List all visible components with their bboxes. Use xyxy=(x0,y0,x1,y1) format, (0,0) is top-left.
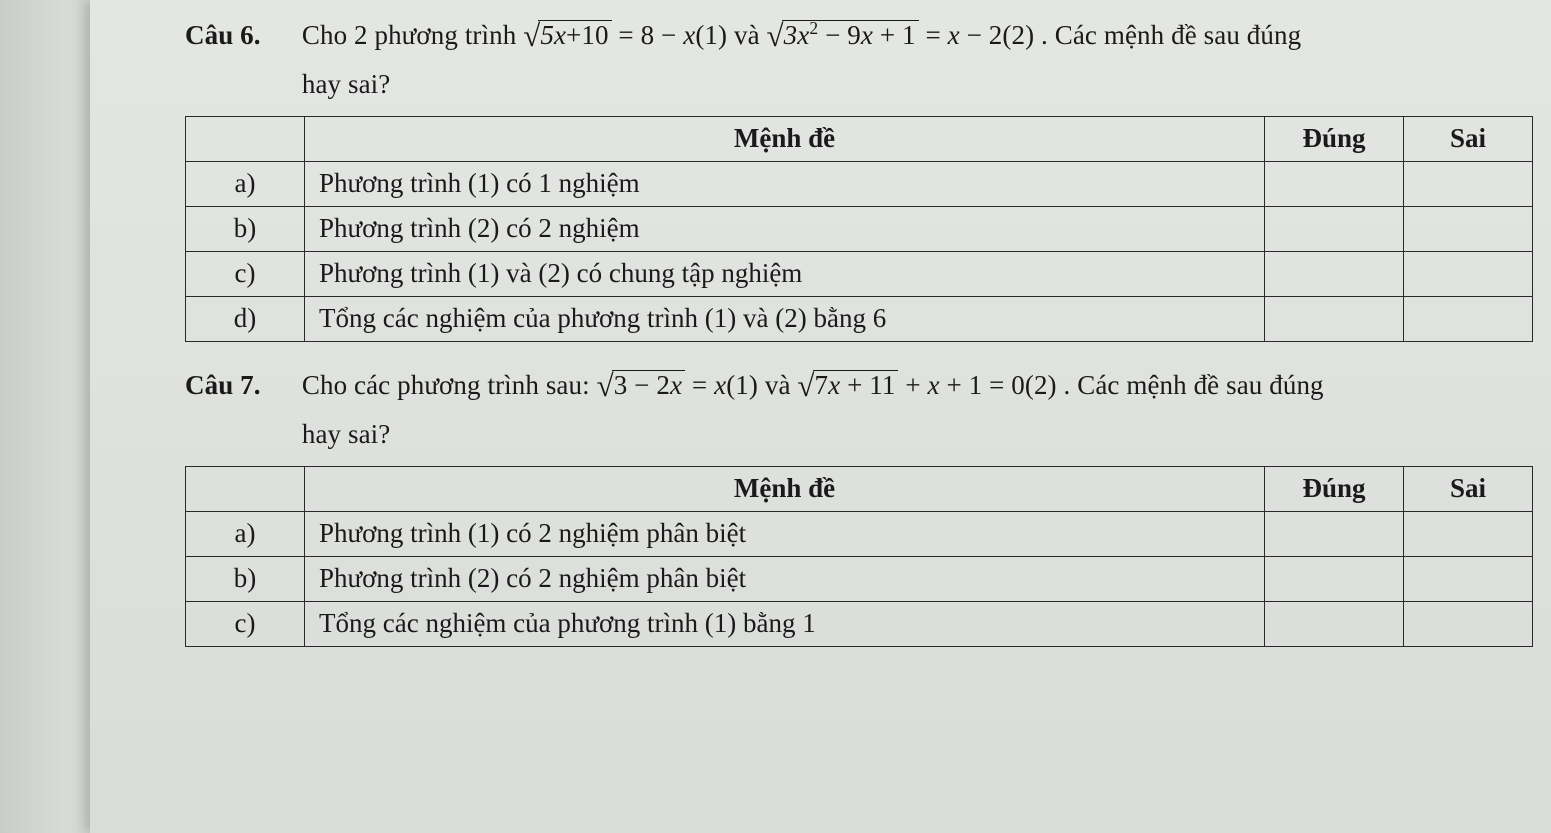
row-text: Tổng các nghiệm của phương trình (1) và … xyxy=(305,296,1265,341)
col-header-sai: Sai xyxy=(1404,466,1533,511)
row-text: Phương trình (1) và (2) có chung tập ngh… xyxy=(305,251,1265,296)
cell-sai[interactable] xyxy=(1404,161,1533,206)
row-text: Tổng các nghiệm của phương trình (1) bằn… xyxy=(305,601,1265,646)
table-header-row: Mệnh đề Đúng Sai xyxy=(186,466,1533,511)
table-row: a) Phương trình (1) có 2 nghiệm phân biệ… xyxy=(186,511,1533,556)
cell-sai[interactable] xyxy=(1404,251,1533,296)
cell-dung[interactable] xyxy=(1265,296,1404,341)
q6-lead: Cho 2 phương trình xyxy=(302,20,523,50)
q7-prompt-line2: hay sai? xyxy=(185,414,1521,456)
col-header-blank xyxy=(186,116,305,161)
q6-table: Mệnh đề Đúng Sai a) Phương trình (1) có … xyxy=(185,116,1533,342)
q6-prompt-line1: Câu 6. Cho 2 phương trình √5x+10 = 8 − x… xyxy=(185,10,1521,58)
row-label: a) xyxy=(186,161,305,206)
cell-dung[interactable] xyxy=(1265,511,1404,556)
row-label: a) xyxy=(186,511,305,556)
q6-mid: và xyxy=(734,20,767,50)
col-header-sai: Sai xyxy=(1404,116,1533,161)
row-label: d) xyxy=(186,296,305,341)
row-text: Phương trình (2) có 2 nghiệm xyxy=(305,206,1265,251)
q6-eq1: √5x+10 = 8 − x(1) xyxy=(523,20,734,50)
table-row: c) Tổng các nghiệm của phương trình (1) … xyxy=(186,601,1533,646)
row-label: b) xyxy=(186,556,305,601)
cell-dung[interactable] xyxy=(1265,556,1404,601)
table-row: d) Tổng các nghiệm của phương trình (1) … xyxy=(186,296,1533,341)
q6-label: Câu 6. xyxy=(185,15,295,57)
cell-dung[interactable] xyxy=(1265,601,1404,646)
col-header-dung: Đúng xyxy=(1265,116,1404,161)
table-row: b) Phương trình (2) có 2 nghiệm xyxy=(186,206,1533,251)
cell-sai[interactable] xyxy=(1404,556,1533,601)
q6-eq2: √3x2 − 9x + 1 = x − 2(2) xyxy=(767,20,1042,50)
notebook-binding xyxy=(0,0,90,833)
q7-table: Mệnh đề Đúng Sai a) Phương trình (1) có … xyxy=(185,466,1533,647)
table-row: c) Phương trình (1) và (2) có chung tập … xyxy=(186,251,1533,296)
row-label: b) xyxy=(186,206,305,251)
col-header-dung: Đúng xyxy=(1265,466,1404,511)
q7-eq2: √7x + 11 + x + 1 = 0(2) xyxy=(797,370,1063,400)
col-header-menhde: Mệnh đề xyxy=(305,116,1265,161)
cell-sai[interactable] xyxy=(1404,296,1533,341)
cell-sai[interactable] xyxy=(1404,511,1533,556)
row-text: Phương trình (2) có 2 nghiệm phân biệt xyxy=(305,556,1265,601)
row-text: Phương trình (1) có 1 nghiệm xyxy=(305,161,1265,206)
row-label: c) xyxy=(186,251,305,296)
table-row: a) Phương trình (1) có 1 nghiệm xyxy=(186,161,1533,206)
col-header-blank xyxy=(186,466,305,511)
cell-dung[interactable] xyxy=(1265,206,1404,251)
table-row: b) Phương trình (2) có 2 nghiệm phân biệ… xyxy=(186,556,1533,601)
cell-sai[interactable] xyxy=(1404,601,1533,646)
cell-sai[interactable] xyxy=(1404,206,1533,251)
row-text: Phương trình (1) có 2 nghiệm phân biệt xyxy=(305,511,1265,556)
col-header-menhde: Mệnh đề xyxy=(305,466,1265,511)
page-paper: Câu 6. Cho 2 phương trình √5x+10 = 8 − x… xyxy=(90,0,1551,833)
q7-lead: Cho các phương trình sau: xyxy=(302,370,597,400)
q7-mid: và xyxy=(765,370,798,400)
q6-prompt-line2: hay sai? xyxy=(185,64,1521,106)
q7-prompt-line1: Câu 7. Cho các phương trình sau: √3 − 2x… xyxy=(185,360,1521,408)
q7-label: Câu 7. xyxy=(185,365,295,407)
cell-dung[interactable] xyxy=(1265,251,1404,296)
q7-eq1: √3 − 2x = x(1) xyxy=(597,370,765,400)
q6-tail: . Các mệnh đề sau đúng xyxy=(1041,20,1301,50)
row-label: c) xyxy=(186,601,305,646)
cell-dung[interactable] xyxy=(1265,161,1404,206)
table-header-row: Mệnh đề Đúng Sai xyxy=(186,116,1533,161)
q7-tail: . Các mệnh đề sau đúng xyxy=(1064,370,1324,400)
